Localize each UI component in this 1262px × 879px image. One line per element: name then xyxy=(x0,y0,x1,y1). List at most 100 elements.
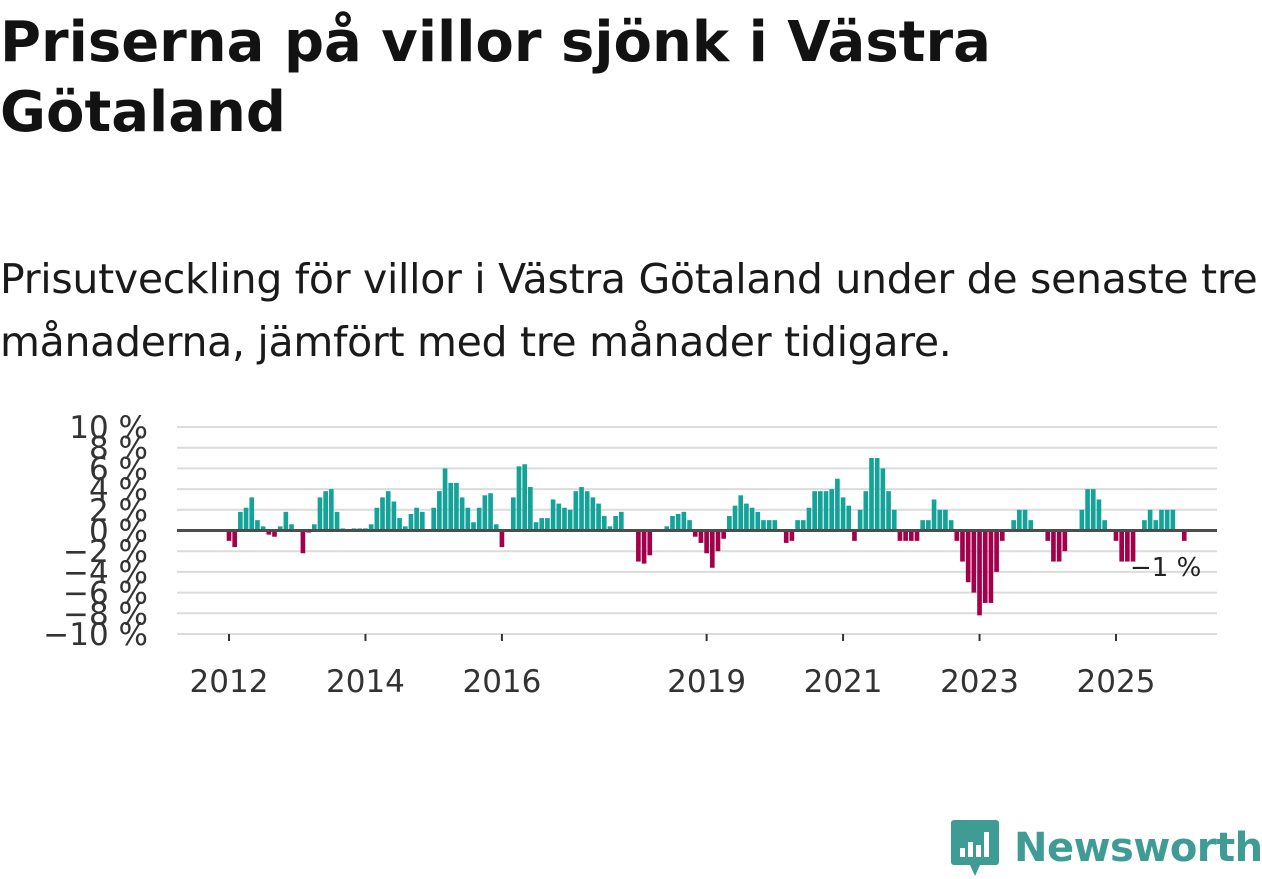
bar xyxy=(783,530,789,543)
bar xyxy=(1062,530,1068,552)
bar xyxy=(738,495,744,531)
bar xyxy=(931,499,937,531)
bar xyxy=(539,518,545,531)
bar xyxy=(641,530,647,564)
bar xyxy=(971,530,977,593)
bar xyxy=(329,489,334,531)
bar xyxy=(852,530,857,541)
bar xyxy=(800,520,806,531)
bar xyxy=(727,516,732,531)
bar xyxy=(516,466,522,531)
x-axis-ticks: 2012 2014 2016 2019 2021 2023 2025 xyxy=(190,634,1156,700)
y-tick-label: −6 % xyxy=(63,576,148,612)
chart-title: Priserna på villor sjönk i Västra Götala… xyxy=(0,10,991,145)
bar xyxy=(886,491,891,531)
bar xyxy=(243,507,249,531)
bar xyxy=(1113,530,1119,541)
bar xyxy=(999,530,1005,541)
bar xyxy=(675,513,681,531)
x-tick-label: 2019 xyxy=(667,664,746,700)
bar xyxy=(692,530,698,537)
bar xyxy=(459,497,465,531)
last-value-label: −1 % xyxy=(1130,553,1201,583)
newsworthy-logo-icon xyxy=(951,820,999,876)
bar xyxy=(323,491,328,531)
y-tick-label: 8 % xyxy=(89,431,148,467)
y-tick-label: 2 % xyxy=(89,493,148,529)
bar xyxy=(647,530,653,556)
bar xyxy=(698,530,704,543)
bar xyxy=(465,507,471,531)
bar xyxy=(1153,520,1159,531)
bar xyxy=(772,520,778,531)
bar xyxy=(545,518,550,531)
bar xyxy=(573,491,579,531)
bar xyxy=(311,524,317,531)
y-tick-label: 6 % xyxy=(89,451,148,487)
bar xyxy=(1159,509,1164,531)
bar xyxy=(550,499,556,531)
bar xyxy=(914,530,920,541)
bar xyxy=(289,524,294,531)
bar xyxy=(988,530,994,603)
bar xyxy=(721,530,726,539)
y-tick-label: −2 % xyxy=(63,534,148,570)
bar xyxy=(471,522,476,531)
bar xyxy=(260,526,266,531)
bar xyxy=(977,530,982,616)
bar xyxy=(1164,509,1170,531)
bar xyxy=(937,509,943,531)
bar xyxy=(709,530,715,568)
bar xyxy=(567,509,573,531)
bar xyxy=(840,497,846,531)
bar xyxy=(493,524,499,531)
y-axis-ticks: 10 %8 %6 %4 %2 %0 %−2 %−4 %−6 %−8 %−10 % xyxy=(43,410,148,653)
x-tick-label: 2014 xyxy=(326,664,405,700)
bar xyxy=(562,507,567,531)
bar xyxy=(1119,530,1125,562)
bar xyxy=(664,526,670,531)
x-tick-label: 2021 xyxy=(804,664,883,700)
bar xyxy=(510,497,516,531)
bar xyxy=(749,507,755,531)
bar xyxy=(533,522,539,531)
bar xyxy=(374,507,380,531)
bar xyxy=(1090,489,1096,531)
bar xyxy=(1125,530,1130,562)
bar xyxy=(636,530,641,562)
bar xyxy=(704,530,709,554)
y-tick-label: 0 % xyxy=(89,514,148,550)
bar xyxy=(681,511,687,531)
bar xyxy=(755,511,761,531)
bar xyxy=(300,530,306,554)
bar xyxy=(528,487,533,531)
bar xyxy=(499,530,505,548)
bar xyxy=(823,491,829,531)
newsworthy-logo: Newsworthy xyxy=(950,818,1262,878)
bar xyxy=(476,507,482,531)
bar xyxy=(255,520,260,531)
bar xyxy=(1028,520,1034,531)
bar xyxy=(226,530,232,541)
y-tick-label: −10 % xyxy=(43,617,148,653)
bar xyxy=(272,530,277,537)
bar xyxy=(1022,509,1028,531)
bar xyxy=(579,487,584,531)
bar xyxy=(795,520,800,531)
bar xyxy=(368,524,374,531)
bar xyxy=(1051,530,1056,562)
bar xyxy=(283,511,289,531)
bar xyxy=(1142,520,1147,531)
x-tick-label: 2025 xyxy=(1077,664,1156,700)
bar xyxy=(829,489,835,531)
bar xyxy=(385,491,391,531)
bar xyxy=(596,503,601,531)
bar xyxy=(926,520,931,531)
bar xyxy=(908,530,914,541)
bar xyxy=(869,458,874,531)
bar xyxy=(601,516,607,531)
bar xyxy=(994,530,999,572)
bar-chart: 10 %8 %6 %4 %2 %0 %−2 %−4 %−6 %−8 %−10 %… xyxy=(43,410,1217,700)
bar xyxy=(334,511,340,531)
bar xyxy=(948,520,954,531)
